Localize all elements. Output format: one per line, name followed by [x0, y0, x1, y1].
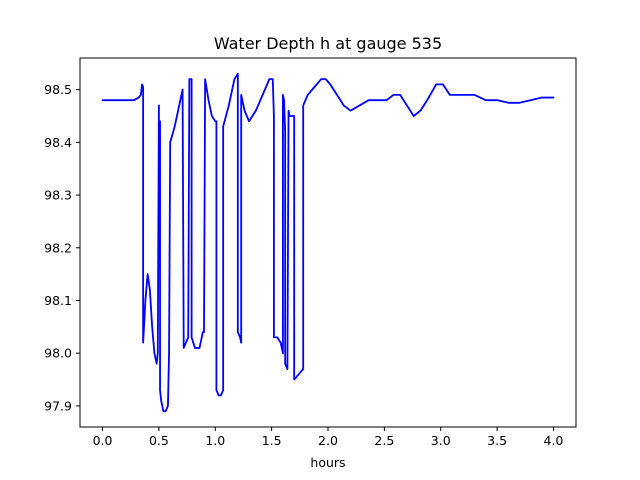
x-tick-label: 1.0 — [205, 433, 225, 448]
x-tick-label: 0.0 — [93, 433, 113, 448]
y-tick-label: 98.4 — [44, 135, 72, 150]
plot-frame — [79, 57, 577, 428]
x-tick-label: 0.5 — [149, 433, 169, 448]
y-tick-label: 98.0 — [44, 346, 72, 361]
x-tick-label: 4.0 — [544, 433, 564, 448]
x-axis-label: hours — [310, 455, 345, 470]
x-tick-label: 3.5 — [487, 433, 507, 448]
chart-title: Water Depth h at gauge 535 — [214, 34, 442, 53]
y-tick-label: 98.1 — [44, 293, 72, 308]
series-line-0 — [101, 72, 555, 413]
y-axis-ticks: 97.9 98.0 98.1 98.2 98.3 98.4 98.5 — [44, 82, 80, 413]
y-tick-label: 97.9 — [44, 398, 72, 413]
y-tick-label: 98.3 — [44, 188, 72, 203]
y-tick-label: 98.2 — [44, 240, 72, 255]
x-tick-label: 2.5 — [374, 433, 394, 448]
x-axis-ticks: 0.0 0.5 1.0 1.5 2.0 2.5 3.0 3.5 4.0 — [93, 427, 564, 448]
series-layer — [101, 72, 555, 413]
x-tick-label: 1.5 — [262, 433, 282, 448]
y-tick-label: 98.5 — [44, 82, 72, 97]
x-tick-label: 2.0 — [318, 433, 338, 448]
x-tick-label: 3.0 — [431, 433, 451, 448]
